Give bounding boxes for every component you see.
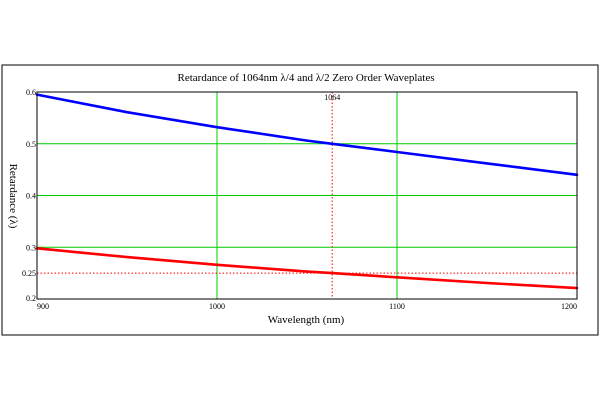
- x-tick-label: 1000: [209, 302, 225, 311]
- series-layer: [35, 93, 579, 290]
- y-axis-label: Retardance (λ): [7, 164, 19, 229]
- series-line-2: [35, 247, 579, 290]
- y-tick-label: 0.4: [26, 192, 36, 201]
- y-tick-label: 0.2: [26, 294, 36, 303]
- y-tick-label: 0.6: [26, 88, 36, 97]
- x-tick-label: 1100: [389, 302, 405, 311]
- plot-area-border: [36, 91, 578, 300]
- tick-labels-layer: 900 1000 1100 1200 0.2 0.25 0.3 0.4 0.5 0.6: [22, 88, 577, 311]
- reference-lines-layer: 1064: [37, 92, 577, 299]
- reference-line-label: 1064: [324, 93, 340, 102]
- y-tick-label: 0.25: [22, 269, 36, 278]
- x-tick-label: 900: [37, 302, 49, 311]
- y-tick-label: 0.5: [26, 140, 36, 149]
- y-tick-label: 0.3: [26, 243, 36, 252]
- x-axis-label: Wavelength (nm): [268, 314, 345, 326]
- series-line-1: [35, 93, 579, 177]
- x-tick-label: 1200: [561, 302, 577, 311]
- figure-frame: [1, 64, 599, 336]
- chart-title: Retardance of 1064nm λ/4 and λ/2 Zero Or…: [178, 72, 435, 84]
